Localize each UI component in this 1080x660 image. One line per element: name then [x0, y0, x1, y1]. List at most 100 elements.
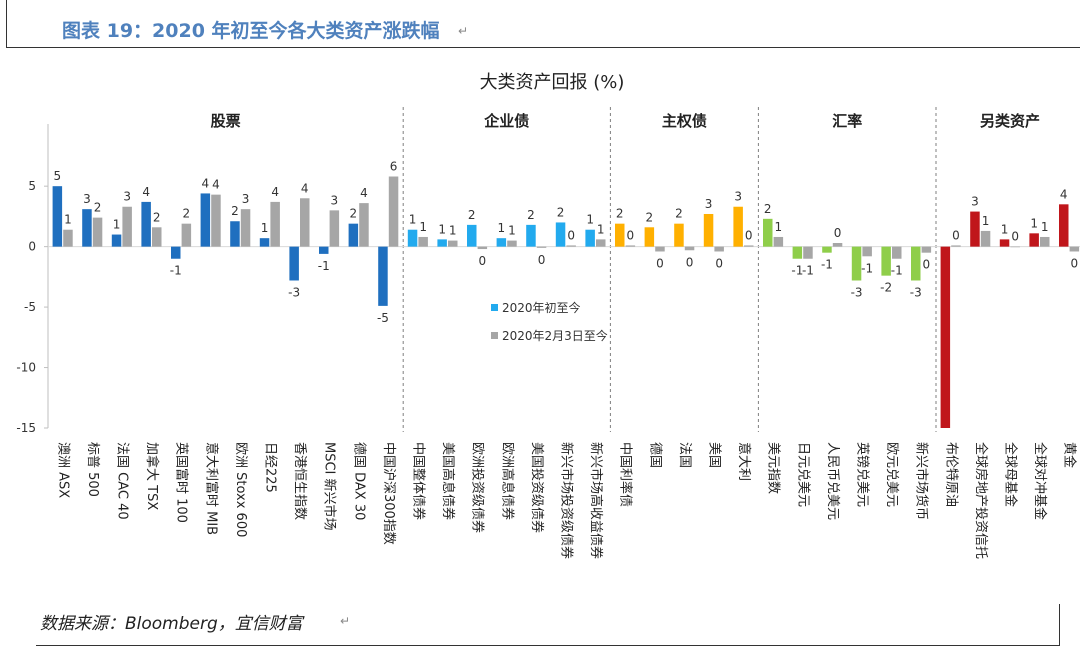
value-label: 4 [142, 185, 150, 199]
category-label: MSCI 新兴市场 [322, 442, 338, 531]
category-label: 德国 DAX 30 [351, 442, 366, 520]
category-label: 全球母基金 [1003, 442, 1019, 507]
category-label: 中国整体债券 [411, 442, 427, 520]
value-label: -1 [318, 259, 330, 273]
value-label: 1 [419, 220, 427, 234]
value-label: 2 [675, 207, 683, 221]
value-label: 0 [567, 228, 575, 242]
category-label: 法国 [677, 442, 692, 468]
bar-ytd [881, 246, 891, 276]
value-label: 0 [656, 256, 664, 270]
value-label: 0 [745, 228, 753, 242]
value-label: 3 [971, 195, 979, 209]
value-label: 5 [54, 169, 62, 183]
value-label: 1 [498, 221, 506, 235]
bar-since-feb3 [270, 201, 280, 247]
group-separators [402, 107, 937, 432]
source-note: 数据来源：Bloomberg，宜信财富 [40, 614, 303, 634]
bar-since-feb3 [92, 217, 103, 247]
bar-since-feb3 [566, 245, 576, 247]
value-label: 1 [586, 213, 594, 227]
legend-label: 2020年2月3日至今 [502, 328, 608, 343]
category-labels: 澳洲 ASX 标普 500 法国 CAC 40 加拿大 TSX 英国富时 100 意大利富… [55, 442, 1077, 559]
bar-since-feb3 [359, 203, 369, 247]
value-label: -3 [910, 285, 922, 299]
bar-since-feb3 [803, 246, 813, 259]
value-label: 0 [1011, 230, 1019, 244]
group-label: 股票 [211, 112, 241, 130]
bar-since-feb3 [684, 246, 695, 251]
bar-ytd [259, 238, 270, 247]
bar-ytd [407, 229, 418, 247]
value-label: 1 [449, 224, 457, 238]
bar-ytd [348, 223, 359, 247]
category-label: 美元指数 [766, 442, 781, 494]
value-label: 3 [705, 197, 713, 211]
bar-ytd [733, 206, 743, 247]
value-label: 0 [923, 258, 931, 272]
category-label: 全球房地产投资信托 [973, 442, 989, 559]
category-label: 日经225 [263, 442, 278, 493]
bar-since-feb3 [655, 246, 665, 252]
bar-ytd [644, 227, 655, 247]
bar-ytd [911, 246, 921, 281]
figure-title: 图表 19：2020 年初至今各大类资产涨跌幅 [62, 20, 440, 42]
bar-ytd [585, 229, 595, 247]
value-label: 3 [331, 193, 339, 207]
category-label: 标普 500 [85, 442, 100, 497]
bar-since-feb3 [63, 229, 73, 247]
y-tick-label: 5 [28, 179, 36, 193]
bar-since-feb3 [152, 227, 162, 247]
bar-since-feb3 [418, 236, 428, 247]
value-label: 2 [183, 207, 191, 221]
bar-since-feb3 [980, 230, 991, 247]
value-label: -3 [851, 285, 863, 299]
value-label: -1 [170, 264, 182, 278]
chart-title: 大类资产回报 (%) [480, 72, 625, 93]
category-label: 澳洲 ASX [55, 442, 71, 498]
group-labels: 股票 企业债 主权债 汇率 另类资产 [211, 112, 1040, 130]
value-label: 0 [715, 256, 723, 270]
bar-ytd [1029, 233, 1039, 247]
bar-since-feb3 [714, 246, 724, 252]
value-label: 2 [231, 204, 239, 218]
category-label: 法国 CAC 40 [115, 442, 130, 520]
value-label: 2 [616, 207, 624, 221]
y-tick-label: -10 [16, 361, 36, 375]
paragraph-mark: ↵ [458, 24, 469, 38]
bar-ytd [467, 224, 477, 247]
legend-swatch [491, 332, 498, 339]
bar-ytd [555, 222, 566, 247]
category-label: 欧洲 Stoxx 600 [233, 442, 248, 537]
bar-since-feb3 [921, 246, 932, 253]
value-label: 2 [153, 210, 161, 224]
value-label: 1 [982, 214, 990, 228]
value-label: -5 [377, 311, 389, 325]
bar-chart: 大类资产回报 (%) 股票 企业债 主权债 汇率 另类资产 -15-10-505 513… [16, 72, 1080, 559]
value-label: 4 [1060, 187, 1068, 201]
value-label: -1 [821, 258, 833, 272]
bar-ytd [792, 246, 803, 259]
bar-ytd [82, 209, 92, 247]
bar-ytd [703, 213, 714, 247]
category-label: 新兴市场投资级债券 [559, 442, 575, 559]
value-label: 4 [212, 178, 220, 192]
bar-since-feb3 [388, 176, 399, 247]
value-label: -1 [861, 261, 873, 275]
value-label: 3 [123, 190, 131, 204]
bar-ytd [526, 224, 536, 247]
group-label: 主权债 [662, 112, 707, 130]
bar-since-feb3 [329, 210, 340, 247]
value-label: -3 [288, 285, 300, 299]
bar-ytd [141, 201, 151, 247]
bar-ytd [940, 246, 951, 428]
value-label: -1 [802, 264, 814, 278]
bar-ytd [851, 246, 862, 281]
bar-since-feb3 [1010, 246, 1020, 248]
value-label: 0 [1071, 256, 1079, 270]
value-label: -1 [791, 264, 803, 278]
bar-since-feb3 [625, 245, 636, 247]
value-label: 1 [64, 213, 72, 227]
value-label: 2 [527, 208, 535, 222]
